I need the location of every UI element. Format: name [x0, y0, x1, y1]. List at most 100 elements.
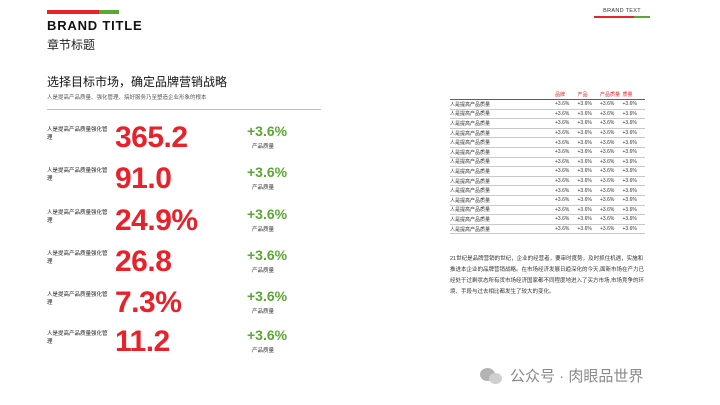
table-row: 人是提高产品质量 +3.6% +3.6% +3.6% +3.6%: [450, 196, 645, 206]
table-cell: +3.6%: [555, 197, 570, 204]
table-cell: +3.6%: [555, 110, 570, 117]
table-row: 人是提高产品质量 +3.6% +3.6% +3.6% +3.6%: [450, 110, 645, 120]
table-row: 人是提高产品质量 +3.6% +3.6% +3.6% +3.6%: [450, 100, 645, 110]
underline-red: [594, 16, 634, 18]
table-cell: +3.6%: [555, 149, 570, 156]
header-accent-bar: [47, 10, 119, 14]
table-cell: +3.6%: [600, 120, 615, 127]
table-cell: 人是提高产品质量: [450, 149, 491, 156]
stat-label: 人是提高产品质量强化管理: [47, 251, 108, 265]
table-cell: +3.6%: [577, 168, 592, 175]
stat-change: +3.6%: [247, 247, 288, 263]
table-cell: 人是提高产品质量: [450, 207, 491, 214]
table-row: 人是提高产品质量 +3.6% +3.6% +3.6% +3.6%: [450, 215, 645, 225]
table-cell: +3.6%: [600, 197, 615, 204]
stat-value: 365.2: [115, 121, 188, 154]
table-body: 人是提高产品质量 +3.6% +3.6% +3.6% +3.6% 人是提高产品质量 +3.6…: [450, 100, 645, 235]
table-cell: +3.6%: [622, 168, 637, 175]
table-cell: +3.6%: [600, 206, 615, 213]
accent-green-segment: [99, 10, 119, 14]
stat-change: +3.6%: [247, 123, 288, 139]
table-cell: +3.6%: [577, 101, 592, 108]
table-cell: +3.6%: [577, 197, 592, 204]
stat-label: 人是提高产品质量强化管理: [47, 292, 108, 306]
table-cell: +3.6%: [577, 226, 592, 233]
table-cell: +3.6%: [600, 168, 615, 175]
chapter-title: 章节标题: [47, 38, 96, 52]
table-cell: 人是提高产品质量: [450, 168, 491, 175]
table-cell: +3.6%: [577, 130, 592, 137]
stat-row: 人是提高产品质量强化管理 7.3% +3.6% 产品质量: [47, 286, 327, 326]
stat-change-label: 产品质量: [252, 144, 275, 150]
table-cell: +3.6%: [600, 149, 615, 156]
table-row: 人是提高产品质量 +3.6% +3.6% +3.6% +3.6%: [450, 148, 645, 158]
wechat-icon: [480, 366, 504, 386]
data-table: 品牌 产品 产品质量 质量 人是提高产品质量 +3.6% +3.6% +3.6% +3.…: [450, 92, 645, 235]
table-cell: +3.6%: [555, 139, 570, 146]
table-cell: +3.6%: [577, 216, 592, 223]
table-cell: +3.6%: [555, 226, 570, 233]
table-cell: +3.6%: [577, 158, 592, 165]
section-subtitle: 人是提高产品质量、强化管理、搞好服务乃至塑造企业形象的根本: [47, 95, 207, 101]
stat-value: 7.3%: [115, 286, 182, 319]
table-row: 人是提高产品质量 +3.6% +3.6% +3.6% +3.6%: [450, 129, 645, 139]
table-cell: +3.6%: [622, 197, 637, 204]
table-row: 人是提高产品质量 +3.6% +3.6% +3.6% +3.6%: [450, 167, 645, 177]
table-cell: +3.6%: [622, 139, 637, 146]
table-cell: 人是提高产品质量: [450, 178, 491, 185]
table-cell: +3.6%: [600, 187, 615, 194]
stat-value: 11.2: [115, 325, 170, 358]
stat-row: 人是提高产品质量强化管理 365.2 +3.6% 产品质量: [47, 121, 327, 161]
table-header-cell: 品牌: [555, 92, 566, 98]
accent-red-segment: [47, 10, 99, 14]
table-cell: 人是提高产品质量: [450, 120, 491, 127]
table-cell: +3.6%: [622, 158, 637, 165]
stat-label: 人是提高产品质量强化管理: [47, 210, 108, 224]
table-row: 人是提高产品质量 +3.6% +3.6% +3.6% +3.6%: [450, 186, 645, 196]
table-cell: +3.6%: [622, 216, 637, 223]
table-cell: 人是提高产品质量: [450, 216, 491, 223]
stat-change-label: 产品质量: [252, 227, 275, 233]
table-cell: +3.6%: [577, 206, 592, 213]
table-cell: +3.6%: [622, 120, 637, 127]
stat-change-label: 产品质量: [252, 268, 275, 274]
table-header-cell: 质量: [622, 92, 633, 98]
stat-value: 91.0: [115, 162, 172, 195]
table-cell: +3.6%: [577, 139, 592, 146]
table-cell: +3.6%: [622, 178, 637, 185]
table-cell: +3.6%: [600, 101, 615, 108]
table-cell: +3.6%: [600, 216, 615, 223]
brand-title: BRAND TITLE: [47, 18, 143, 33]
brand-text: BRAND TEXT: [603, 8, 641, 14]
section-heading: 选择目标市场，确定品牌营销战略: [47, 75, 228, 89]
table-cell: +3.6%: [622, 187, 637, 194]
stat-change-label: 产品质量: [252, 348, 275, 354]
table-cell: +3.6%: [600, 110, 615, 117]
table-cell: +3.6%: [555, 120, 570, 127]
stat-row: 人是提高产品质量强化管理 11.2 +3.6% 产品质量: [47, 325, 327, 365]
table-header-cell: 产品: [577, 92, 588, 98]
table-cell: +3.6%: [555, 130, 570, 137]
table-cell: 人是提高产品质量: [450, 159, 491, 166]
table-cell: +3.6%: [555, 158, 570, 165]
watermark-text: 公众号 · 肉眼品世界: [510, 368, 644, 385]
stat-change: +3.6%: [247, 206, 288, 222]
stat-change: +3.6%: [247, 327, 288, 343]
table-cell: +3.6%: [600, 139, 615, 146]
stat-label: 人是提高产品质量强化管理: [47, 127, 108, 141]
table-cell: +3.6%: [555, 178, 570, 185]
table-cell: +3.6%: [600, 130, 615, 137]
table-row: 人是提高产品质量 +3.6% +3.6% +3.6% +3.6%: [450, 225, 645, 235]
table-row: 人是提高产品质量 +3.6% +3.6% +3.6% +3.6%: [450, 158, 645, 168]
stat-label: 人是提高产品质量强化管理: [47, 168, 108, 182]
table-row: 人是提高产品质量 +3.6% +3.6% +3.6% +3.6%: [450, 177, 645, 187]
table-cell: +3.6%: [555, 101, 570, 108]
watermark: 公众号 · 肉眼品世界: [480, 365, 643, 386]
table-row: 人是提高产品质量 +3.6% +3.6% +3.6% +3.6%: [450, 119, 645, 129]
stat-label: 人是提高产品质量强化管理: [47, 331, 108, 345]
table-cell: +3.6%: [577, 187, 592, 194]
stat-value: 24.9%: [115, 204, 198, 237]
table-cell: +3.6%: [622, 110, 637, 117]
table-cell: +3.6%: [577, 149, 592, 156]
table-header: 品牌 产品 产品质量 质量: [450, 92, 645, 100]
